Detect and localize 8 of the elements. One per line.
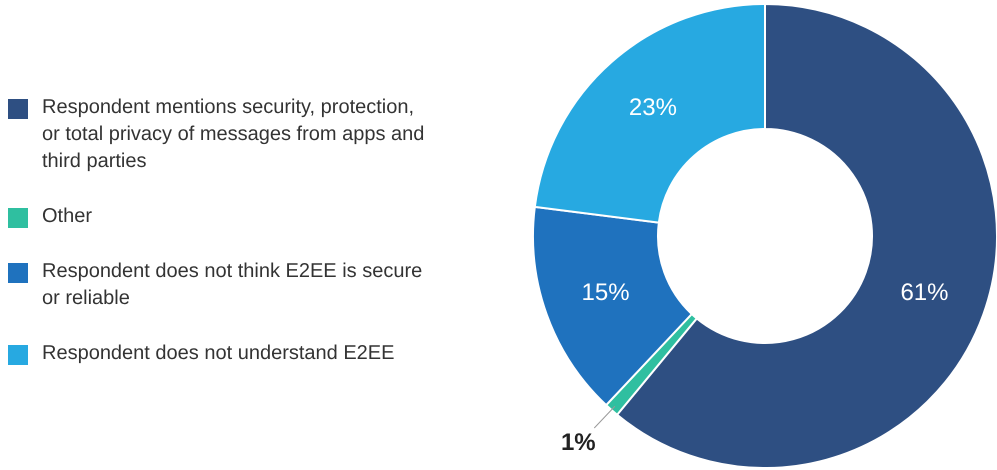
- data-label: 61%: [900, 278, 949, 306]
- data-label: 1%: [560, 429, 596, 456]
- legend-label: Other: [42, 205, 92, 228]
- legend-label: Respondent does not understand E2EE: [42, 342, 394, 364]
- legend-label: Respondent does not think E2EE is secure or reliable: [42, 260, 422, 310]
- data-label: 15%: [581, 278, 630, 306]
- legend-label: Respondent mentions security, protection, or total privacy of messages from apps and third parties: [42, 96, 424, 172]
- data-label: 23%: [628, 94, 677, 122]
